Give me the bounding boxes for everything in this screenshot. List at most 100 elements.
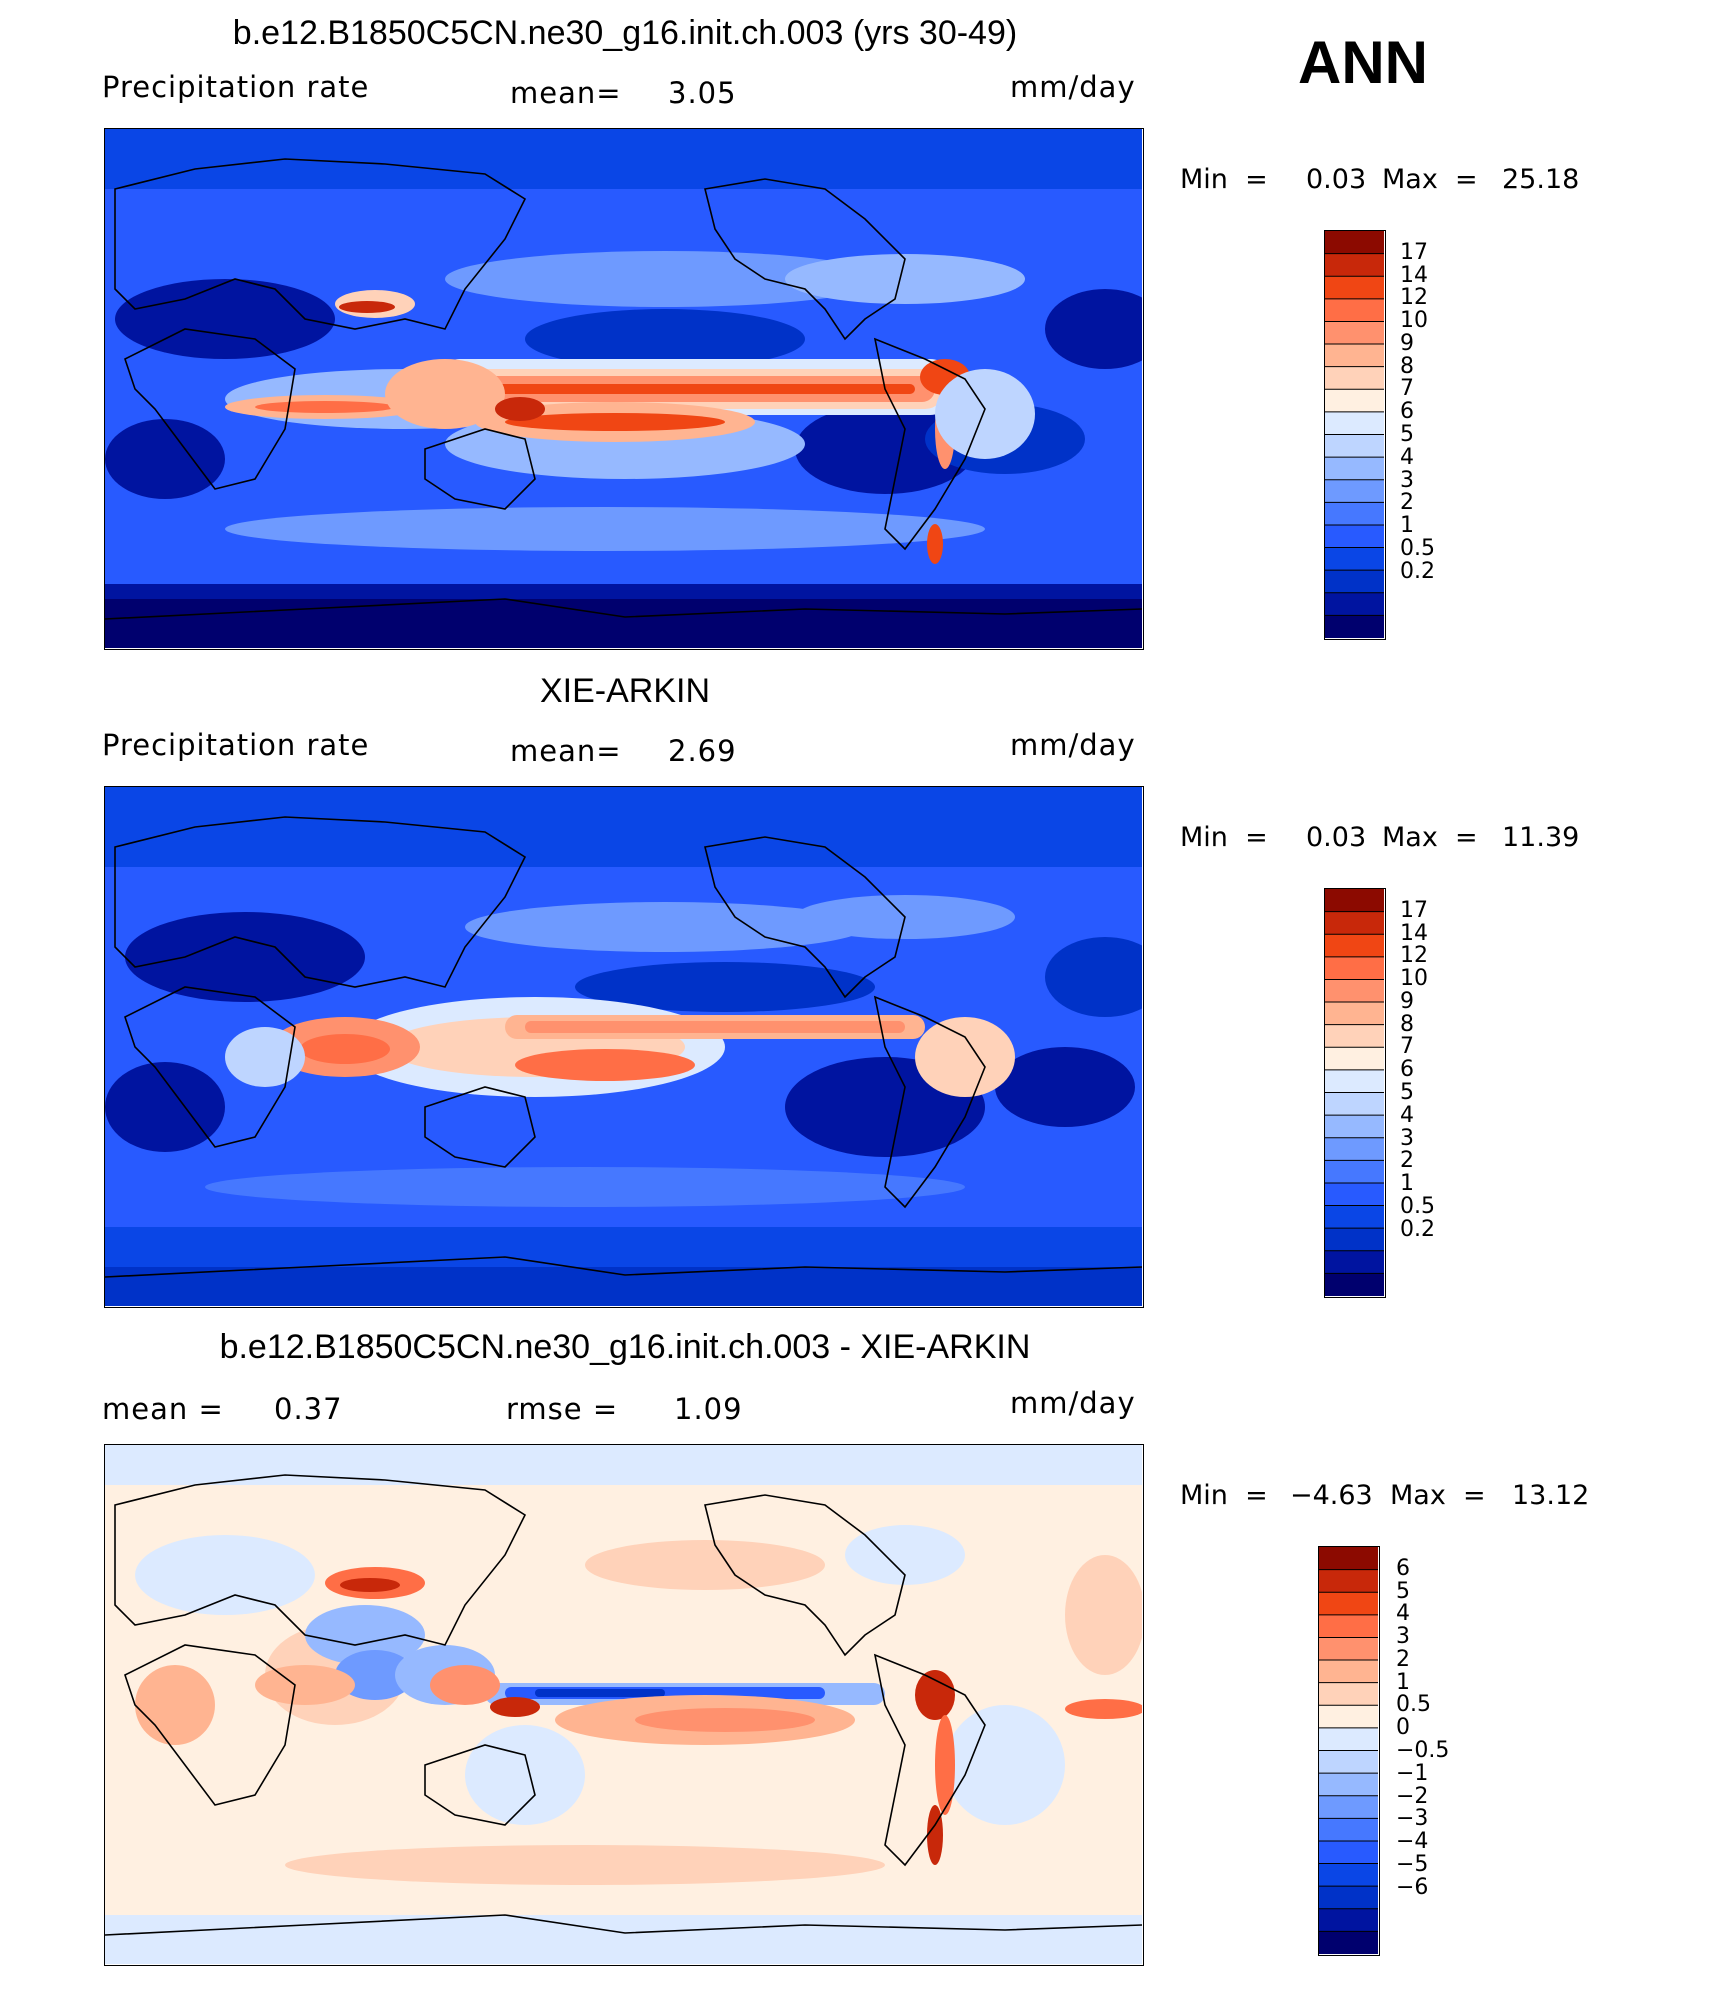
colorbar-swatch (1319, 1886, 1378, 1910)
colorbar-swatch (1319, 1840, 1378, 1865)
colorbar-labels: 6 5 4 3 2 1 0.5 0 −0.5 −1 −2 −3 −4 −5 −6 (1396, 1546, 1486, 1956)
colorbar-swatch (1319, 1863, 1378, 1887)
colorbar-tick-label: 4 (1400, 444, 1414, 470)
colorbar-tick-label: 2 (1396, 1646, 1410, 1672)
colorbar-tick-label: 8 (1400, 1011, 1414, 1037)
panel-title: b.e12.B1850C5CN.ne30_g16.init.ch.003 - X… (219, 1328, 1031, 1366)
colorbar (1318, 1546, 1380, 1956)
colorbar-swatch (1325, 1228, 1384, 1252)
colorbar-swatch (1325, 231, 1384, 255)
colorbar-swatch (1325, 889, 1384, 913)
colorbar-swatch (1319, 1773, 1378, 1797)
colorbar-tick-label: 17 (1400, 239, 1428, 265)
colorbar-tick-label: 2 (1400, 1148, 1414, 1174)
colorbar-tick-label: 0.2 (1400, 558, 1435, 584)
min-label: Min = (1180, 822, 1268, 853)
colorbar-tick-label: 10 (1400, 966, 1428, 992)
colorbar-tick-label: 6 (1400, 399, 1414, 425)
mean-label: mean= (510, 734, 622, 768)
colorbar-swatch (1325, 321, 1384, 345)
colorbar-tick-label: −2 (1396, 1783, 1429, 1809)
max-label: Max = (1382, 164, 1478, 195)
colorbar-swatch (1325, 1092, 1384, 1116)
colorbar-tick-label: 3 (1400, 1125, 1414, 1151)
colorbar-labels: 17 14 12 10 9 8 7 6 5 4 3 2 1 0.5 0.2 (1400, 888, 1480, 1298)
colorbar-swatch (1325, 1069, 1384, 1093)
colorbar-swatch (1319, 1569, 1378, 1593)
precip-map (104, 786, 1144, 1308)
colorbar-swatch (1325, 911, 1384, 935)
max-value: 25.18 (1502, 164, 1580, 195)
colorbar-swatches (1325, 889, 1384, 1296)
colorbar-tick-label: 6 (1396, 1555, 1410, 1581)
colorbar-tick-label: 8 (1400, 353, 1414, 379)
min-value: 0.03 (1306, 164, 1367, 195)
colorbar-swatch (1319, 1908, 1378, 1932)
colorbar-swatch (1325, 615, 1384, 638)
colorbar-swatch (1325, 956, 1384, 980)
colorbar-swatch (1325, 479, 1384, 503)
colorbar-swatch (1325, 298, 1384, 322)
units-label: mm/day (1010, 70, 1136, 104)
colorbar-tick-label: 6 (1400, 1057, 1414, 1083)
precip-map-svg (105, 787, 1142, 1306)
colorbar-swatch (1325, 1182, 1384, 1207)
colorbar-swatch (1325, 1160, 1384, 1184)
colorbar-tick-label: −3 (1396, 1806, 1429, 1832)
colorbar-swatch (1325, 1115, 1384, 1139)
colorbar-tick-label: −4 (1396, 1829, 1429, 1855)
colorbar-tick-label: 10 (1400, 308, 1428, 334)
max-value: 11.39 (1502, 822, 1580, 853)
panel-title: XIE-ARKIN (539, 672, 711, 710)
colorbar-tick-label: 3 (1396, 1624, 1410, 1650)
colorbar-swatch (1325, 1250, 1384, 1274)
colorbar-tick-label: −0.5 (1396, 1738, 1450, 1763)
colorbar-swatch (1325, 570, 1384, 594)
mean-value: 0.37 (274, 1392, 343, 1426)
units-label: mm/day (1010, 728, 1136, 762)
colorbar-swatch (1319, 1705, 1378, 1729)
colorbar-tick-label: 14 (1400, 262, 1428, 288)
colorbar-tick-label: 0.5 (1400, 535, 1435, 561)
colorbar-swatch (1319, 1660, 1378, 1684)
mean-value: 3.05 (668, 76, 737, 110)
colorbar-tick-label: 12 (1400, 285, 1428, 311)
season-label: ANN (1298, 29, 1428, 96)
colorbar-swatch (1319, 1750, 1378, 1774)
colorbar-tick-label: 3 (1400, 467, 1414, 493)
panel-title: b.e12.B1850C5CN.ne30_g16.init.ch.003 (yr… (232, 14, 1018, 52)
colorbar-tick-label: 2 (1400, 490, 1414, 516)
colorbar (1324, 230, 1386, 640)
colorbar-swatch (1325, 1024, 1384, 1048)
colorbar-swatch (1319, 1931, 1378, 1954)
colorbar-tick-label: 1 (1400, 513, 1414, 539)
colorbar-swatch (1325, 253, 1384, 277)
colorbar-swatch (1325, 1002, 1384, 1026)
colorbar-swatch (1325, 344, 1384, 368)
colorbar-tick-label: 5 (1400, 1080, 1414, 1105)
colorbar-swatch (1319, 1818, 1378, 1842)
colorbar-tick-label: 14 (1400, 920, 1428, 946)
colorbar-swatch (1325, 1047, 1384, 1071)
colorbar-swatch (1325, 524, 1384, 549)
colorbar-tick-label: −1 (1396, 1760, 1429, 1786)
colorbar-tick-label: 9 (1400, 988, 1414, 1014)
colorbar-swatch (1319, 1614, 1378, 1638)
min-label: Min = (1180, 1480, 1268, 1511)
colorbar-swatch (1319, 1592, 1378, 1616)
units-label: mm/day (1010, 1386, 1136, 1420)
colorbar-swatch (1325, 411, 1384, 435)
rmse-label: rmse = (506, 1392, 619, 1426)
colorbar-swatch (1325, 979, 1384, 1003)
colorbar-swatch (1319, 1795, 1378, 1819)
colorbar-tick-label: −5 (1396, 1851, 1429, 1877)
colorbar-tick-label: 7 (1400, 376, 1414, 402)
colorbar-swatch (1325, 1205, 1384, 1229)
colorbar-tick-label: 0 (1396, 1715, 1410, 1741)
rmse-value: 1.09 (674, 1392, 743, 1426)
colorbar-swatch (1325, 1273, 1384, 1296)
colorbar-swatches (1319, 1547, 1378, 1954)
colorbar-swatch (1325, 366, 1384, 390)
colorbar-swatch (1325, 457, 1384, 481)
colorbar-swatch (1325, 434, 1384, 458)
